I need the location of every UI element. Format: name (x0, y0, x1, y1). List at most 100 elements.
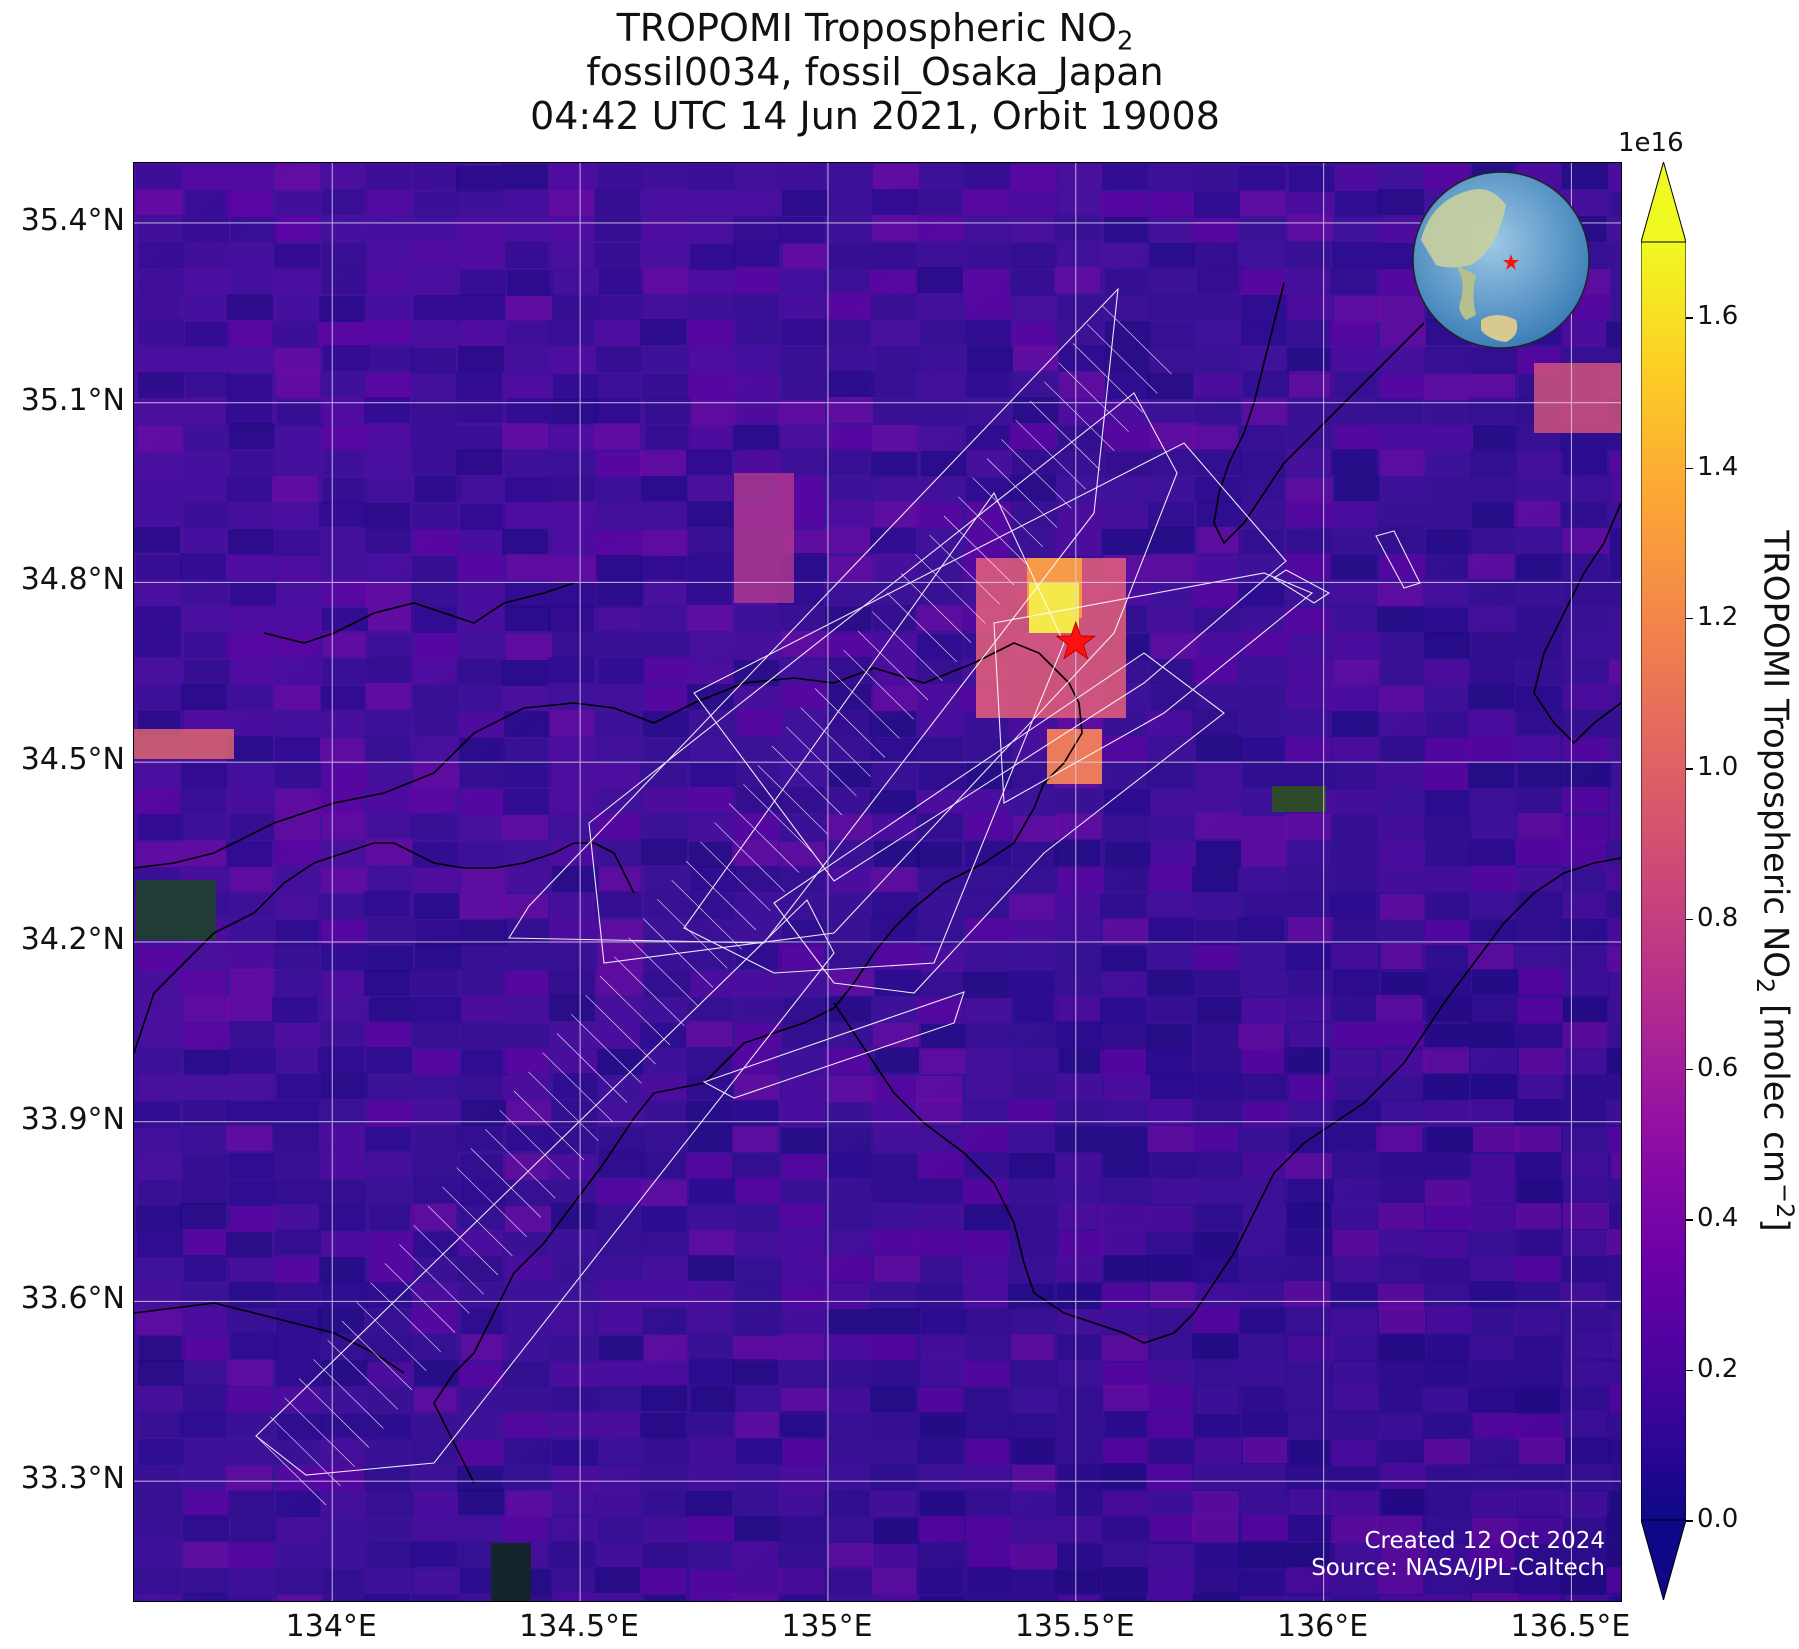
no2-pixel (871, 1177, 917, 1203)
no2-pixel (1057, 1544, 1103, 1570)
no2-pixel (1563, 893, 1609, 919)
no2-pixel (549, 450, 595, 476)
no2-pixel (1330, 841, 1376, 867)
no2-pixel (1519, 1073, 1565, 1099)
no2-pixel (1333, 1362, 1379, 1388)
no2-pixel (415, 709, 461, 735)
no2-pixel (226, 1232, 272, 1258)
no2-pixel (875, 1047, 921, 1073)
no2-pixel (1427, 425, 1473, 451)
no2-pixel (1103, 1151, 1149, 1177)
no2-pixel (1151, 790, 1197, 816)
no2-pixel (461, 1309, 507, 1335)
no2-pixel (966, 528, 1012, 554)
no2-pixel (1516, 839, 1562, 865)
no2-pixel (1471, 866, 1517, 892)
no2-pixel (645, 1281, 691, 1307)
no2-pixel (1150, 322, 1196, 348)
no2-pixel (782, 1154, 828, 1180)
no2-pixel (641, 476, 687, 502)
no2-pixel (1240, 866, 1286, 892)
no2-pixel (1335, 1414, 1381, 1440)
no2-pixel (553, 556, 599, 582)
no2-pixel (916, 997, 962, 1023)
no2-pixel (415, 476, 461, 502)
no2-pixel (1563, 528, 1609, 554)
no2-pixel (229, 1153, 275, 1179)
no2-pixel (594, 243, 640, 269)
no2-pixel (732, 1541, 778, 1567)
no2-pixel (1330, 1440, 1376, 1466)
no2-pixel (1426, 1101, 1472, 1127)
no2-pixel (461, 995, 507, 1021)
no2-pixel (688, 374, 734, 400)
no2-pixel (1472, 1518, 1518, 1544)
no2-pixel (641, 1206, 687, 1232)
map-panel[interactable] (133, 162, 1622, 1602)
no2-pixel (461, 321, 507, 347)
no2-pixel (550, 582, 596, 608)
no2-pixel (1562, 1230, 1608, 1256)
no2-pixel (1105, 1411, 1151, 1437)
no2-pixel (1239, 943, 1285, 969)
no2-pixel (319, 1125, 365, 1151)
no2-pixel (1286, 1153, 1332, 1179)
no2-pixel (1518, 1362, 1564, 1388)
no2-pixel (226, 1125, 272, 1151)
no2-pixel (136, 1489, 182, 1515)
no2-pixel (136, 189, 182, 215)
no2-pixel (1422, 503, 1468, 529)
no2-pixel (1286, 1463, 1332, 1489)
no2-pixel (596, 555, 642, 581)
no2-pixel (1054, 1179, 1100, 1205)
no2-pixel (1514, 735, 1560, 761)
no2-pixel (1425, 738, 1471, 764)
no2-pixel (137, 946, 183, 972)
no2-pixel (135, 761, 181, 787)
footprint-grid-line (485, 1129, 556, 1199)
footprint-grid-line (757, 764, 828, 835)
no2-pixel (1193, 165, 1239, 191)
no2-pixel (135, 606, 181, 632)
no2-pixel (1427, 1336, 1473, 1362)
no2-pixel (686, 294, 732, 320)
no2-pixel (963, 943, 1009, 969)
no2-pixel (1287, 397, 1333, 423)
no2-pixel (550, 841, 596, 867)
no2-pixel (733, 293, 779, 319)
no2-pixel (1148, 1360, 1194, 1386)
no2-pixel (1330, 607, 1376, 633)
no2-pixel (688, 320, 734, 346)
no2-pixel (1193, 1232, 1239, 1258)
no2-pixel (778, 166, 824, 192)
no2-pixel (1289, 970, 1335, 996)
no2-pixel (1009, 1438, 1055, 1464)
no2-pixel (182, 607, 228, 633)
no2-pixel (548, 684, 594, 710)
no2-pixel (1335, 217, 1381, 243)
no2-pixel (137, 579, 183, 605)
no2-pixel (1468, 397, 1514, 423)
no2-pixel (138, 1180, 184, 1206)
no2-pixel (1288, 917, 1334, 943)
no2-pixel (507, 270, 553, 296)
no2-pixel (548, 1154, 594, 1180)
no2-pixel (460, 270, 506, 296)
swath-south-long (255, 899, 835, 1476)
no2-pixel (1147, 761, 1193, 787)
no2-pixel (318, 894, 364, 920)
no2-pixel (456, 449, 502, 475)
no2-pixel (369, 1204, 415, 1230)
no2-pixel (1150, 1282, 1196, 1308)
no2-pixel (918, 215, 964, 241)
no2-pixel (1241, 816, 1287, 842)
no2-pixel (1104, 217, 1150, 243)
no2-pixel (1376, 398, 1422, 424)
no2-pixel (782, 190, 828, 216)
no2-pixel (1377, 866, 1423, 892)
no2-pixel (182, 1593, 228, 1601)
no2-pixel (1607, 1362, 1621, 1388)
no2-pixel (364, 736, 410, 762)
no2-pixel (597, 451, 643, 477)
no2-pixel (967, 1413, 1013, 1439)
